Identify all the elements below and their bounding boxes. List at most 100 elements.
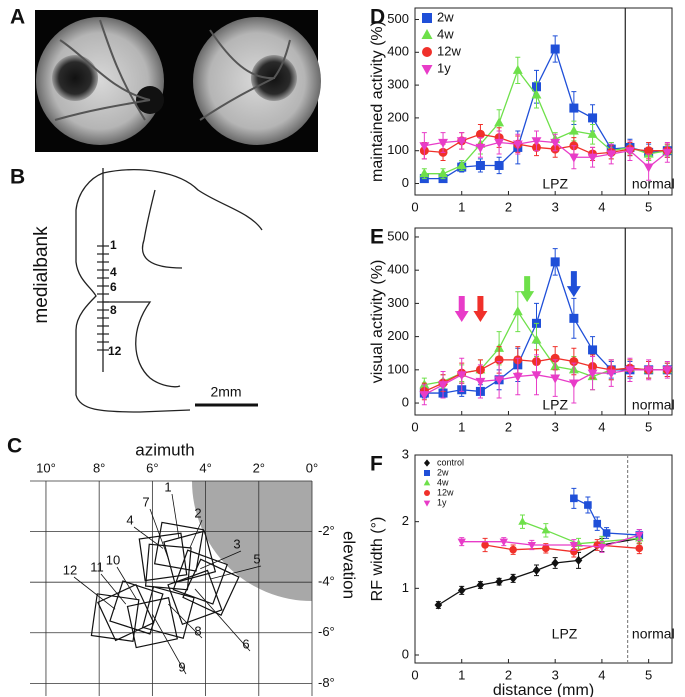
- arrow: [566, 271, 581, 298]
- marker: [457, 585, 466, 595]
- marker: [662, 366, 673, 376]
- marker: [644, 146, 654, 156]
- y-tick-label: 500: [387, 228, 409, 243]
- x-tick-label: 3: [552, 419, 559, 434]
- panel-label: A: [10, 6, 25, 29]
- label-leader: [116, 566, 137, 600]
- rf-label: 2: [194, 505, 201, 520]
- y-tick-label: 0: [402, 646, 409, 661]
- marker: [499, 538, 508, 547]
- marker: [606, 150, 617, 160]
- rf-label: 10: [106, 552, 120, 567]
- series-line: [461, 534, 640, 548]
- label-leader: [189, 519, 203, 549]
- legend-label: 1y: [437, 60, 451, 75]
- rf-label: 11: [90, 559, 104, 574]
- x-tick-label: 1: [458, 199, 465, 214]
- arrow: [520, 276, 535, 303]
- marker: [569, 541, 579, 550]
- marker: [456, 371, 467, 381]
- legend-label: 12w: [437, 487, 454, 497]
- marker: [541, 525, 551, 534]
- x-tick-label: 2: [505, 419, 512, 434]
- x-tick-label: 0: [411, 667, 418, 682]
- marker: [518, 517, 527, 525]
- marker: [569, 313, 579, 323]
- receptive-field: [167, 569, 223, 626]
- receptive-field: [90, 593, 140, 642]
- marker: [643, 366, 654, 376]
- label-leader: [194, 588, 251, 652]
- x-tick-label: 10°: [36, 460, 56, 475]
- panel-label: C: [7, 435, 22, 458]
- marker: [635, 544, 644, 553]
- y-tick-label: 3: [402, 446, 409, 461]
- y-axis-title: visual activity (%): [369, 260, 386, 384]
- panel-label: B: [10, 166, 25, 189]
- marker: [570, 494, 578, 503]
- marker: [542, 544, 550, 553]
- label-leader: [149, 508, 169, 559]
- panel-label: E: [370, 226, 384, 249]
- receptive-field: [144, 543, 192, 591]
- x-tick-label: 0: [411, 199, 418, 214]
- marker: [643, 163, 654, 173]
- marker: [570, 547, 578, 556]
- panel-label: F: [370, 453, 383, 476]
- y-tick-label: 300: [387, 295, 409, 310]
- legend-label: 4w: [437, 477, 449, 487]
- rf-label: 6: [242, 636, 249, 651]
- marker: [550, 374, 561, 384]
- marker: [421, 65, 433, 75]
- y-tick-label: -4°: [318, 574, 335, 589]
- rf-label: 5: [253, 551, 260, 566]
- receptive-field: [109, 580, 164, 635]
- marker: [532, 565, 541, 575]
- receptive-field: [182, 558, 240, 616]
- label-leader: [152, 614, 187, 675]
- marker: [476, 580, 485, 590]
- x-tick-label: 5: [645, 419, 652, 434]
- series-line: [484, 544, 640, 553]
- marker: [494, 117, 505, 127]
- y-axis-title: maintained activity (%): [369, 21, 386, 182]
- series-line: [424, 47, 668, 180]
- marker: [438, 381, 448, 391]
- region-label: medialbank: [31, 226, 52, 324]
- marker: [438, 168, 448, 178]
- x-tick-label: 2: [505, 199, 512, 214]
- marker: [495, 577, 503, 587]
- marker: [456, 137, 467, 147]
- label-leader: [200, 550, 242, 570]
- series-line: [424, 140, 668, 168]
- marker: [606, 369, 617, 379]
- marker: [494, 160, 504, 170]
- label-leader: [210, 565, 262, 580]
- label-leader: [171, 493, 180, 539]
- x-tick-label: 2: [505, 667, 512, 682]
- y-tick-label: 100: [387, 142, 409, 157]
- marker: [588, 113, 598, 123]
- rf-label: 1: [164, 479, 171, 494]
- marker: [475, 160, 485, 170]
- marker: [512, 64, 523, 74]
- legend-label: 1y: [437, 497, 447, 507]
- marker: [422, 13, 432, 23]
- x-tick-label: 5: [645, 199, 652, 214]
- marker: [531, 137, 542, 147]
- rf-label: 7: [142, 494, 149, 509]
- marker: [527, 541, 536, 550]
- marker: [475, 129, 485, 139]
- x-tick-label: 8°: [93, 460, 105, 475]
- marker: [568, 125, 579, 135]
- marker: [419, 391, 430, 401]
- marker: [494, 376, 505, 386]
- region-label: normal: [632, 397, 675, 413]
- receptive-field: [126, 597, 178, 649]
- marker: [587, 128, 598, 138]
- rf-label: 9: [178, 659, 185, 674]
- x-tick-label: 1: [458, 667, 465, 682]
- marker: [569, 103, 579, 113]
